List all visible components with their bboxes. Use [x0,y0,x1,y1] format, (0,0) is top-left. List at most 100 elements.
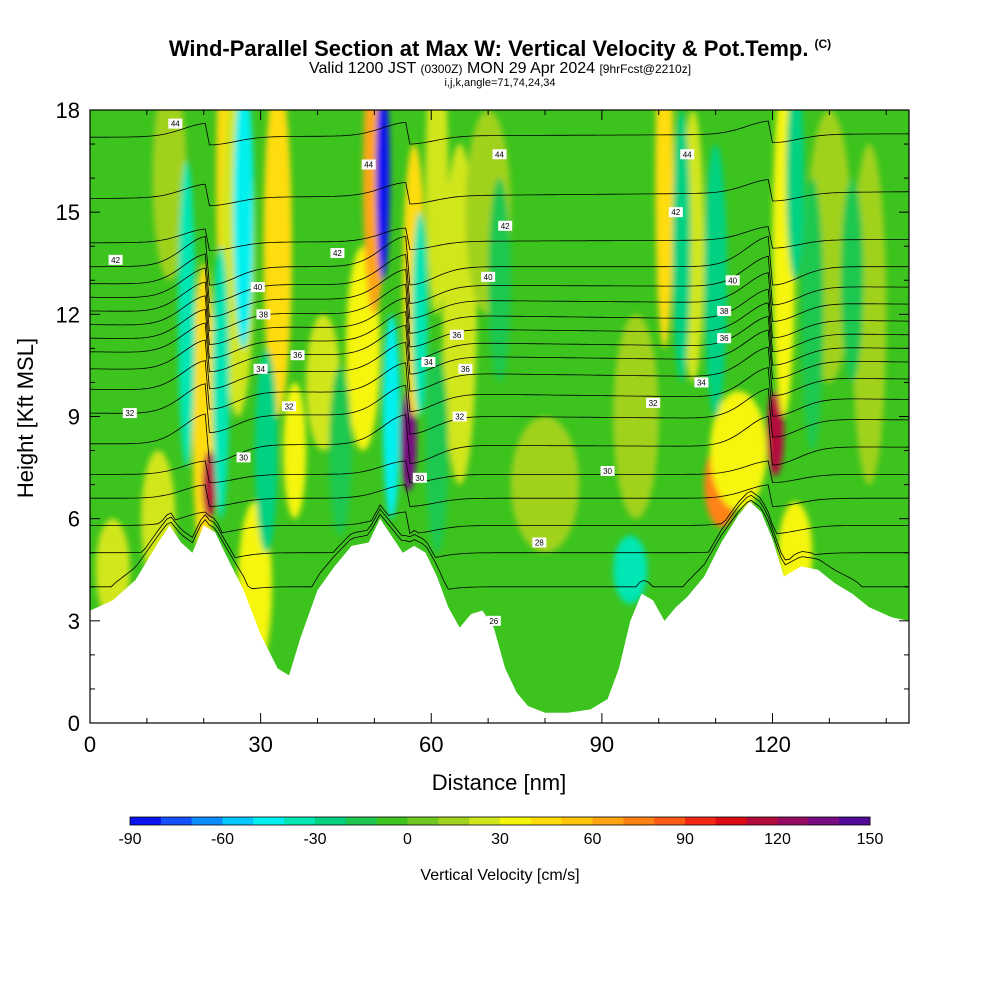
contour-label: 40 [481,271,496,282]
theta-contour [90,460,909,484]
contour-label-text: 44 [683,150,692,159]
chart-subtitle: Valid 1200 JST (0300Z) MON 29 Apr 2024 [… [0,60,1000,78]
contour-label-text: 42 [671,208,680,217]
theta-contour [90,267,909,322]
contour-label-text: 38 [720,307,729,316]
contour-label: 32 [122,408,137,419]
velocity-cells [95,110,887,672]
contour-label-text: 44 [364,160,373,169]
y-tick-label: 12 [56,302,80,327]
theta-contour [90,253,909,306]
contour-label-box [680,149,695,160]
contour-label-text: 42 [501,222,510,231]
y-tick-label: 6 [68,507,80,532]
contour-label-box [646,397,661,408]
contour-label-text: 34 [256,365,265,374]
contour-label: 28 [532,537,547,548]
contour-label-box [168,118,183,129]
updraft-cell [510,416,580,553]
theta-contour [90,494,909,561]
x-tick-label: 60 [419,732,443,757]
contour-label-box [717,333,732,344]
contour-label: 32 [646,397,661,408]
colorbar-tick-label: 0 [403,831,412,848]
contour-label: 36 [717,333,732,344]
contour-label-text: 32 [455,413,464,422]
theta-contour [90,295,909,352]
contour-label-box [725,275,740,286]
contour-label: 30 [236,452,251,463]
colorbar-swatch [407,817,439,825]
downdraft-cell [411,212,428,417]
contour-label-box [458,363,473,374]
contour-label-box [600,465,615,476]
contour-label: 30 [600,465,615,476]
contour-label: 30 [412,472,427,483]
theta-contour [90,383,909,438]
contour-label: 32 [282,401,297,412]
contour-label-box [481,271,496,282]
contour-label-text: 38 [259,310,268,319]
contour-label-text: 36 [452,331,461,340]
contour-label: 44 [168,118,183,129]
theta-contour [90,120,909,146]
downdraft-cell [786,110,805,281]
contour-label: 34 [421,357,436,368]
contour-label: 40 [250,282,265,293]
downdraft-cell [233,110,254,349]
contour-label: 40 [725,275,740,286]
colorbar-swatch [839,817,871,825]
colorbar-tick-label: -30 [303,831,326,848]
contour-label: 42 [498,220,513,231]
colorbar-tick-label: 150 [857,831,884,848]
contour-label-text: 40 [253,283,262,292]
contour-label-box [498,220,513,231]
contour-label: 36 [449,329,464,340]
updraft-cell [152,110,187,281]
chart-title-text: Wind-Parallel Section at Max W: Vertical… [168,36,809,61]
contour-label-text: 44 [495,150,504,159]
updraft-cell [425,110,449,315]
theta-contour [90,226,909,251]
colorbar-tick-label: 60 [584,831,602,848]
downdraft-cell [800,178,824,451]
contour-label-text: 40 [484,273,493,282]
contour-label-text: 42 [111,256,120,265]
contour-label-box [532,537,547,548]
colorbar-swatch [376,817,408,825]
theta-contour [90,339,909,397]
colorbar-swatch [191,817,223,825]
colorbar: -90 -60 -30 0 30 60 90 120 150 [118,816,884,848]
colorbar-swatch [654,817,686,825]
contour-label-box [253,363,268,374]
downdraft-cell [672,110,691,383]
downdraft-cell [613,535,648,604]
contour-label-text: 30 [603,467,612,476]
contour-label-box [330,248,345,259]
x-tick-label: 120 [754,732,791,757]
colorbar-frame [129,816,871,826]
contour-label: 36 [290,350,305,361]
theta-contour [90,359,909,417]
colorbar-tick-label: 120 [764,831,791,848]
contour-label-text: 28 [535,539,544,548]
theta-contours [90,120,909,590]
contour-label: 38 [256,309,271,320]
terrain-profile [90,501,909,723]
y-tick-label: 9 [68,405,80,430]
contour-label: 42 [108,254,123,265]
colorbar-swatch [561,817,593,825]
theta-contour [90,484,909,507]
y-tick-label: 18 [56,98,80,123]
updraft-cell [766,390,784,477]
downdraft-cell [328,365,352,536]
contour-label-box [492,149,507,160]
theta-contour [90,322,909,380]
chart-title-mark: (C) [814,36,832,51]
contour-label-box [452,411,467,422]
contour-label-box [486,615,501,626]
contour-label: 34 [253,363,268,374]
x-tick-label: 30 [248,732,272,757]
